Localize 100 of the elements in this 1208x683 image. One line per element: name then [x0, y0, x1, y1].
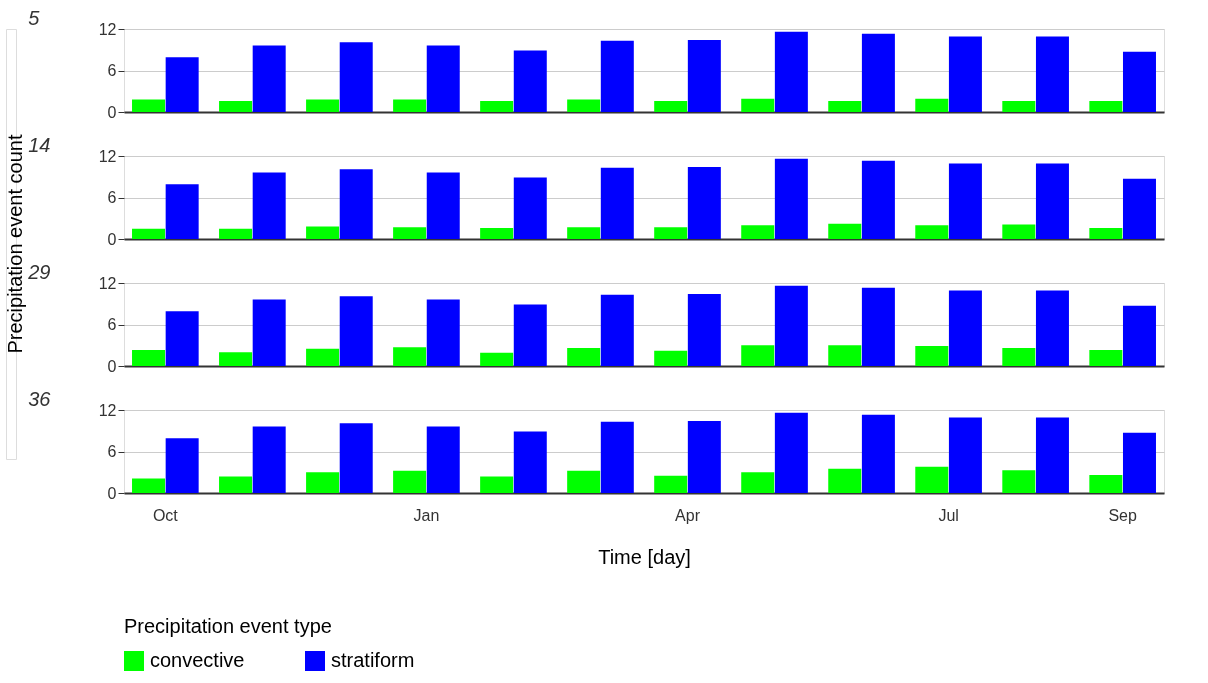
legend-title: Precipitation event type	[124, 615, 332, 637]
bar	[252, 299, 286, 366]
bar	[567, 227, 601, 239]
bar	[567, 470, 601, 493]
bar	[687, 421, 721, 493]
bar	[654, 350, 688, 366]
bar	[654, 475, 688, 493]
bar	[132, 478, 166, 493]
bar	[1122, 305, 1156, 366]
bar	[687, 167, 721, 239]
y-tick-label: 6	[107, 443, 117, 460]
bar	[567, 99, 601, 112]
bar	[741, 225, 775, 239]
bar	[165, 311, 199, 366]
bar	[132, 99, 166, 112]
y-tick-label: 0	[107, 230, 117, 248]
bar	[393, 470, 427, 493]
bar	[774, 412, 808, 493]
bar	[948, 417, 982, 493]
bar	[1002, 224, 1036, 239]
bar	[828, 223, 862, 239]
bar	[480, 100, 514, 112]
bar	[600, 294, 634, 366]
bar	[165, 184, 199, 239]
chart-title: 36	[28, 388, 52, 410]
bar	[828, 345, 862, 366]
bar	[861, 414, 895, 493]
bar	[513, 50, 547, 112]
y-tick-label: 6	[107, 62, 117, 79]
bar	[393, 227, 427, 239]
y-tick-label: 12	[98, 274, 117, 292]
bar	[774, 31, 808, 112]
bar	[687, 294, 721, 366]
bar	[600, 421, 634, 493]
chart-title: 5	[28, 7, 41, 29]
legend-label: convective	[150, 649, 245, 671]
legend-label: stratiform	[331, 649, 415, 671]
bar	[1002, 100, 1036, 112]
bar	[426, 45, 460, 112]
bar	[513, 431, 547, 493]
bar	[915, 98, 949, 112]
bar	[219, 476, 253, 493]
bar	[426, 299, 460, 366]
bar	[132, 350, 166, 366]
bar	[252, 45, 286, 112]
bar	[480, 227, 514, 239]
bar	[567, 348, 601, 366]
bar	[948, 163, 982, 239]
bar	[1035, 36, 1069, 112]
bar	[741, 98, 775, 112]
bar	[915, 466, 949, 493]
bar	[774, 158, 808, 239]
bar	[828, 100, 862, 112]
bar	[861, 160, 895, 239]
x-tick-label: Jul	[938, 506, 959, 524]
bar	[1089, 227, 1123, 239]
chart-title: 14	[28, 134, 51, 156]
bar	[1035, 163, 1069, 239]
bar	[654, 227, 688, 239]
bar	[861, 287, 895, 366]
y-tick-label: 12	[98, 20, 117, 38]
bar	[600, 167, 634, 239]
y-axis-title: Precipitation event count	[4, 134, 26, 354]
bar	[513, 304, 547, 366]
bar	[915, 225, 949, 239]
bar	[1089, 475, 1123, 493]
bar	[252, 172, 286, 239]
bar	[339, 296, 373, 366]
x-tick-label: Oct	[152, 506, 179, 524]
bar	[339, 169, 373, 239]
bar	[306, 472, 340, 493]
bar	[600, 40, 634, 112]
bar	[132, 228, 166, 239]
bar	[1035, 417, 1069, 493]
bar	[306, 99, 340, 112]
bar	[741, 472, 775, 493]
bar	[948, 36, 982, 112]
bar	[1089, 350, 1123, 366]
bar	[480, 476, 514, 493]
bar	[513, 177, 547, 239]
bar	[1002, 470, 1036, 493]
bar	[774, 285, 808, 366]
bar	[1122, 178, 1156, 239]
y-tick-label: 12	[98, 147, 117, 165]
bar	[219, 352, 253, 366]
bar	[306, 348, 340, 366]
bar	[426, 426, 460, 493]
bar	[165, 57, 199, 112]
bar	[1122, 51, 1156, 112]
y-tick-label: 0	[107, 357, 117, 375]
x-axis-title: Time [day]	[598, 545, 691, 568]
bar	[1089, 100, 1123, 112]
bar	[219, 100, 253, 112]
bar	[339, 423, 373, 493]
bar	[393, 99, 427, 112]
bar	[480, 352, 514, 366]
x-tick-label: Apr	[675, 506, 701, 524]
x-tick-label: Jan	[413, 506, 440, 524]
y-tick-label: 0	[107, 484, 117, 502]
bar	[1122, 432, 1156, 493]
